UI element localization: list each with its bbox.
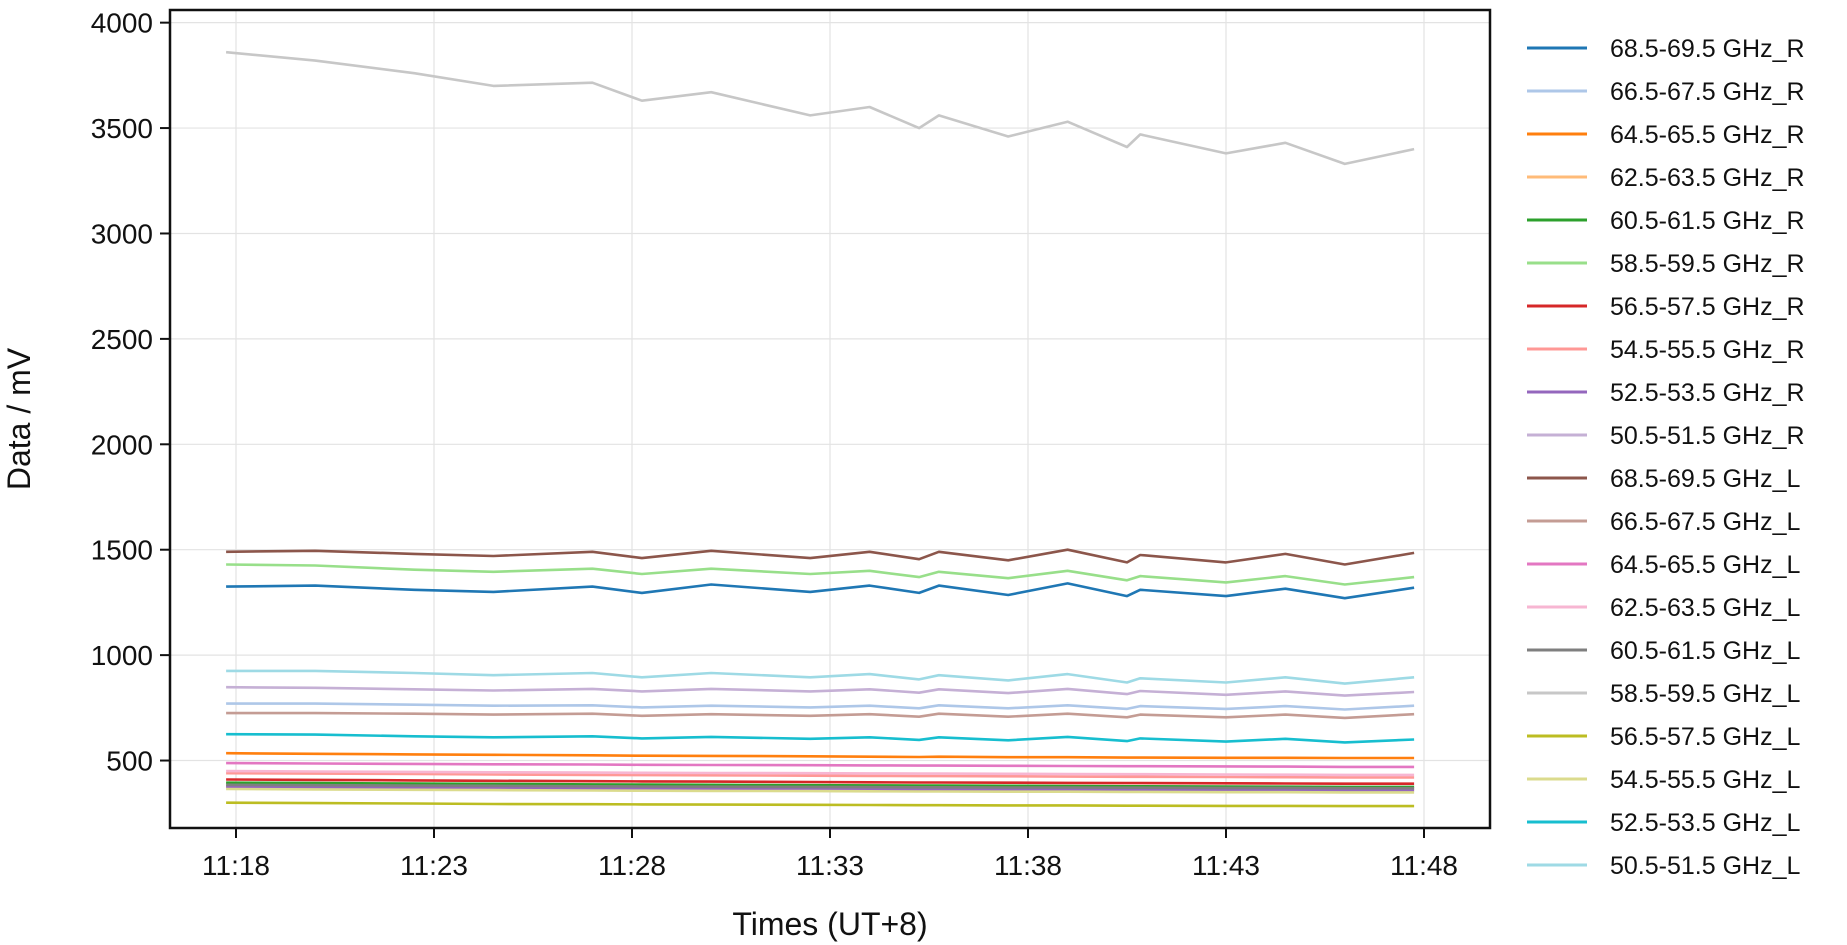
series-line — [226, 801, 1415, 808]
series-line — [226, 548, 1415, 566]
x-tick-label: 11:48 — [1390, 850, 1458, 881]
series-line — [226, 702, 1415, 711]
series-line — [225, 50, 1415, 166]
y-tick-label: 3500 — [91, 113, 153, 144]
series-line — [226, 771, 1415, 779]
x-tick-label: 11:28 — [598, 850, 666, 881]
legend-label: 58.5-59.5 GHz_L — [1610, 680, 1800, 708]
x-tick-label: 11:23 — [400, 850, 468, 881]
series-line — [226, 711, 1415, 720]
series-line — [226, 732, 1415, 744]
series-line — [226, 781, 1415, 789]
y-tick-label: 2000 — [91, 429, 153, 460]
y-tick-label: 4000 — [91, 8, 153, 39]
legend-label: 68.5-69.5 GHz_L — [1610, 465, 1800, 493]
y-tick-label: 1000 — [91, 640, 153, 671]
legend-label: 56.5-57.5 GHz_R — [1610, 293, 1805, 321]
y-tick-label: 500 — [106, 746, 153, 777]
y-tick-label: 1500 — [91, 535, 153, 566]
y-axis: 500 1000 1500 2000 2500 3000 3500 4000 — [91, 8, 170, 777]
legend-label: 54.5-55.5 GHz_L — [1610, 766, 1800, 794]
x-tick-label: 11:43 — [1192, 850, 1260, 881]
grid-lines — [170, 10, 1490, 828]
series-line — [226, 769, 1415, 777]
legend-label: 52.5-53.5 GHz_L — [1610, 809, 1800, 837]
x-tick-label: 11:38 — [994, 850, 1062, 881]
legend-label: 66.5-67.5 GHz_R — [1610, 78, 1805, 106]
x-tick-label: 11:18 — [202, 850, 270, 881]
series-line — [226, 785, 1415, 792]
x-axis: 11:18 11:23 11:28 11:33 11:38 11:43 11:48 — [202, 828, 1458, 881]
series-line — [226, 778, 1415, 786]
legend-label: 60.5-61.5 GHz_L — [1610, 637, 1800, 665]
series-line — [226, 783, 1415, 790]
legend-label: 52.5-53.5 GHz_R — [1610, 379, 1805, 407]
series-line — [226, 582, 1415, 600]
y-tick-label: 3000 — [91, 218, 153, 249]
legend-label: 60.5-61.5 GHz_R — [1610, 207, 1805, 235]
legend-label: 68.5-69.5 GHz_R — [1610, 35, 1805, 63]
series-line — [226, 669, 1415, 685]
x-tick-label: 11:33 — [796, 850, 864, 881]
series-line — [226, 685, 1415, 697]
legend-label: 50.5-51.5 GHz_L — [1610, 852, 1800, 880]
series-lines — [225, 50, 1415, 808]
x-axis-title: Times (UT+8) — [732, 906, 927, 942]
series-line — [226, 751, 1415, 760]
legend-label: 58.5-59.5 GHz_R — [1610, 250, 1805, 278]
legend-label: 64.5-65.5 GHz_L — [1610, 551, 1800, 579]
series-line — [226, 563, 1415, 586]
series-line — [226, 761, 1415, 769]
legend-label: 56.5-57.5 GHz_L — [1610, 723, 1800, 751]
legend: 68.5-69.5 GHz_R 66.5-67.5 GHz_R 64.5-65.5 … — [1527, 35, 1805, 880]
y-tick-label: 2500 — [91, 324, 153, 355]
legend-label: 66.5-67.5 GHz_L — [1610, 508, 1800, 536]
y-axis-title: Data / mV — [1, 347, 37, 490]
legend-label: 54.5-55.5 GHz_R — [1610, 336, 1805, 364]
legend-label: 62.5-63.5 GHz_L — [1610, 594, 1800, 622]
legend-label: 64.5-65.5 GHz_R — [1610, 121, 1805, 149]
legend-label: 62.5-63.5 GHz_R — [1610, 164, 1805, 192]
legend-label: 50.5-51.5 GHz_R — [1610, 422, 1805, 450]
series-line — [226, 787, 1415, 794]
